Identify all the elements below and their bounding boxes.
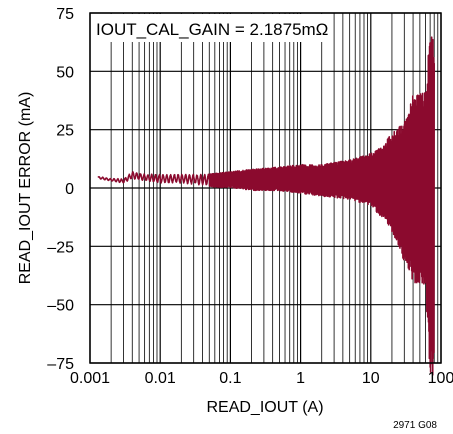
x-tick-label: 1 <box>296 370 305 387</box>
y-tick-label: –25 <box>47 239 74 256</box>
plot-frame <box>89 12 442 364</box>
x-tick-label: 0.01 <box>145 370 176 387</box>
y-tick-label: –50 <box>47 298 74 315</box>
y-tick-label: –75 <box>47 356 74 373</box>
y-tick-label: 75 <box>56 6 74 23</box>
x-tick-label: 10 <box>362 370 380 387</box>
series-layer <box>97 36 436 376</box>
annotation-box <box>91 14 323 42</box>
y-tick-label: 50 <box>56 64 74 81</box>
series-line-read-iout-error <box>97 36 436 376</box>
x-tick-labels: 0.001 0.01 0.1 1 10 100 <box>70 370 453 387</box>
y-tick-label: 25 <box>56 123 74 140</box>
x-tick-label: 0.001 <box>70 370 110 387</box>
gain-annotation: IOUT_CAL_GAIN = 2.1875mΩ <box>96 20 328 39</box>
x-tick-label: 0.1 <box>219 370 241 387</box>
y-axis-label: READ_IOUT ERROR (mA) <box>17 92 34 285</box>
x-axis-label: READ_IOUT (A) <box>206 399 323 416</box>
y-tick-label: 0 <box>65 181 74 198</box>
x-tick-label: 100 <box>428 370 453 387</box>
y-tick-labels: –75 –50 –25 0 25 50 75 <box>47 6 74 373</box>
figure-id: 2971 G08 <box>393 420 437 431</box>
